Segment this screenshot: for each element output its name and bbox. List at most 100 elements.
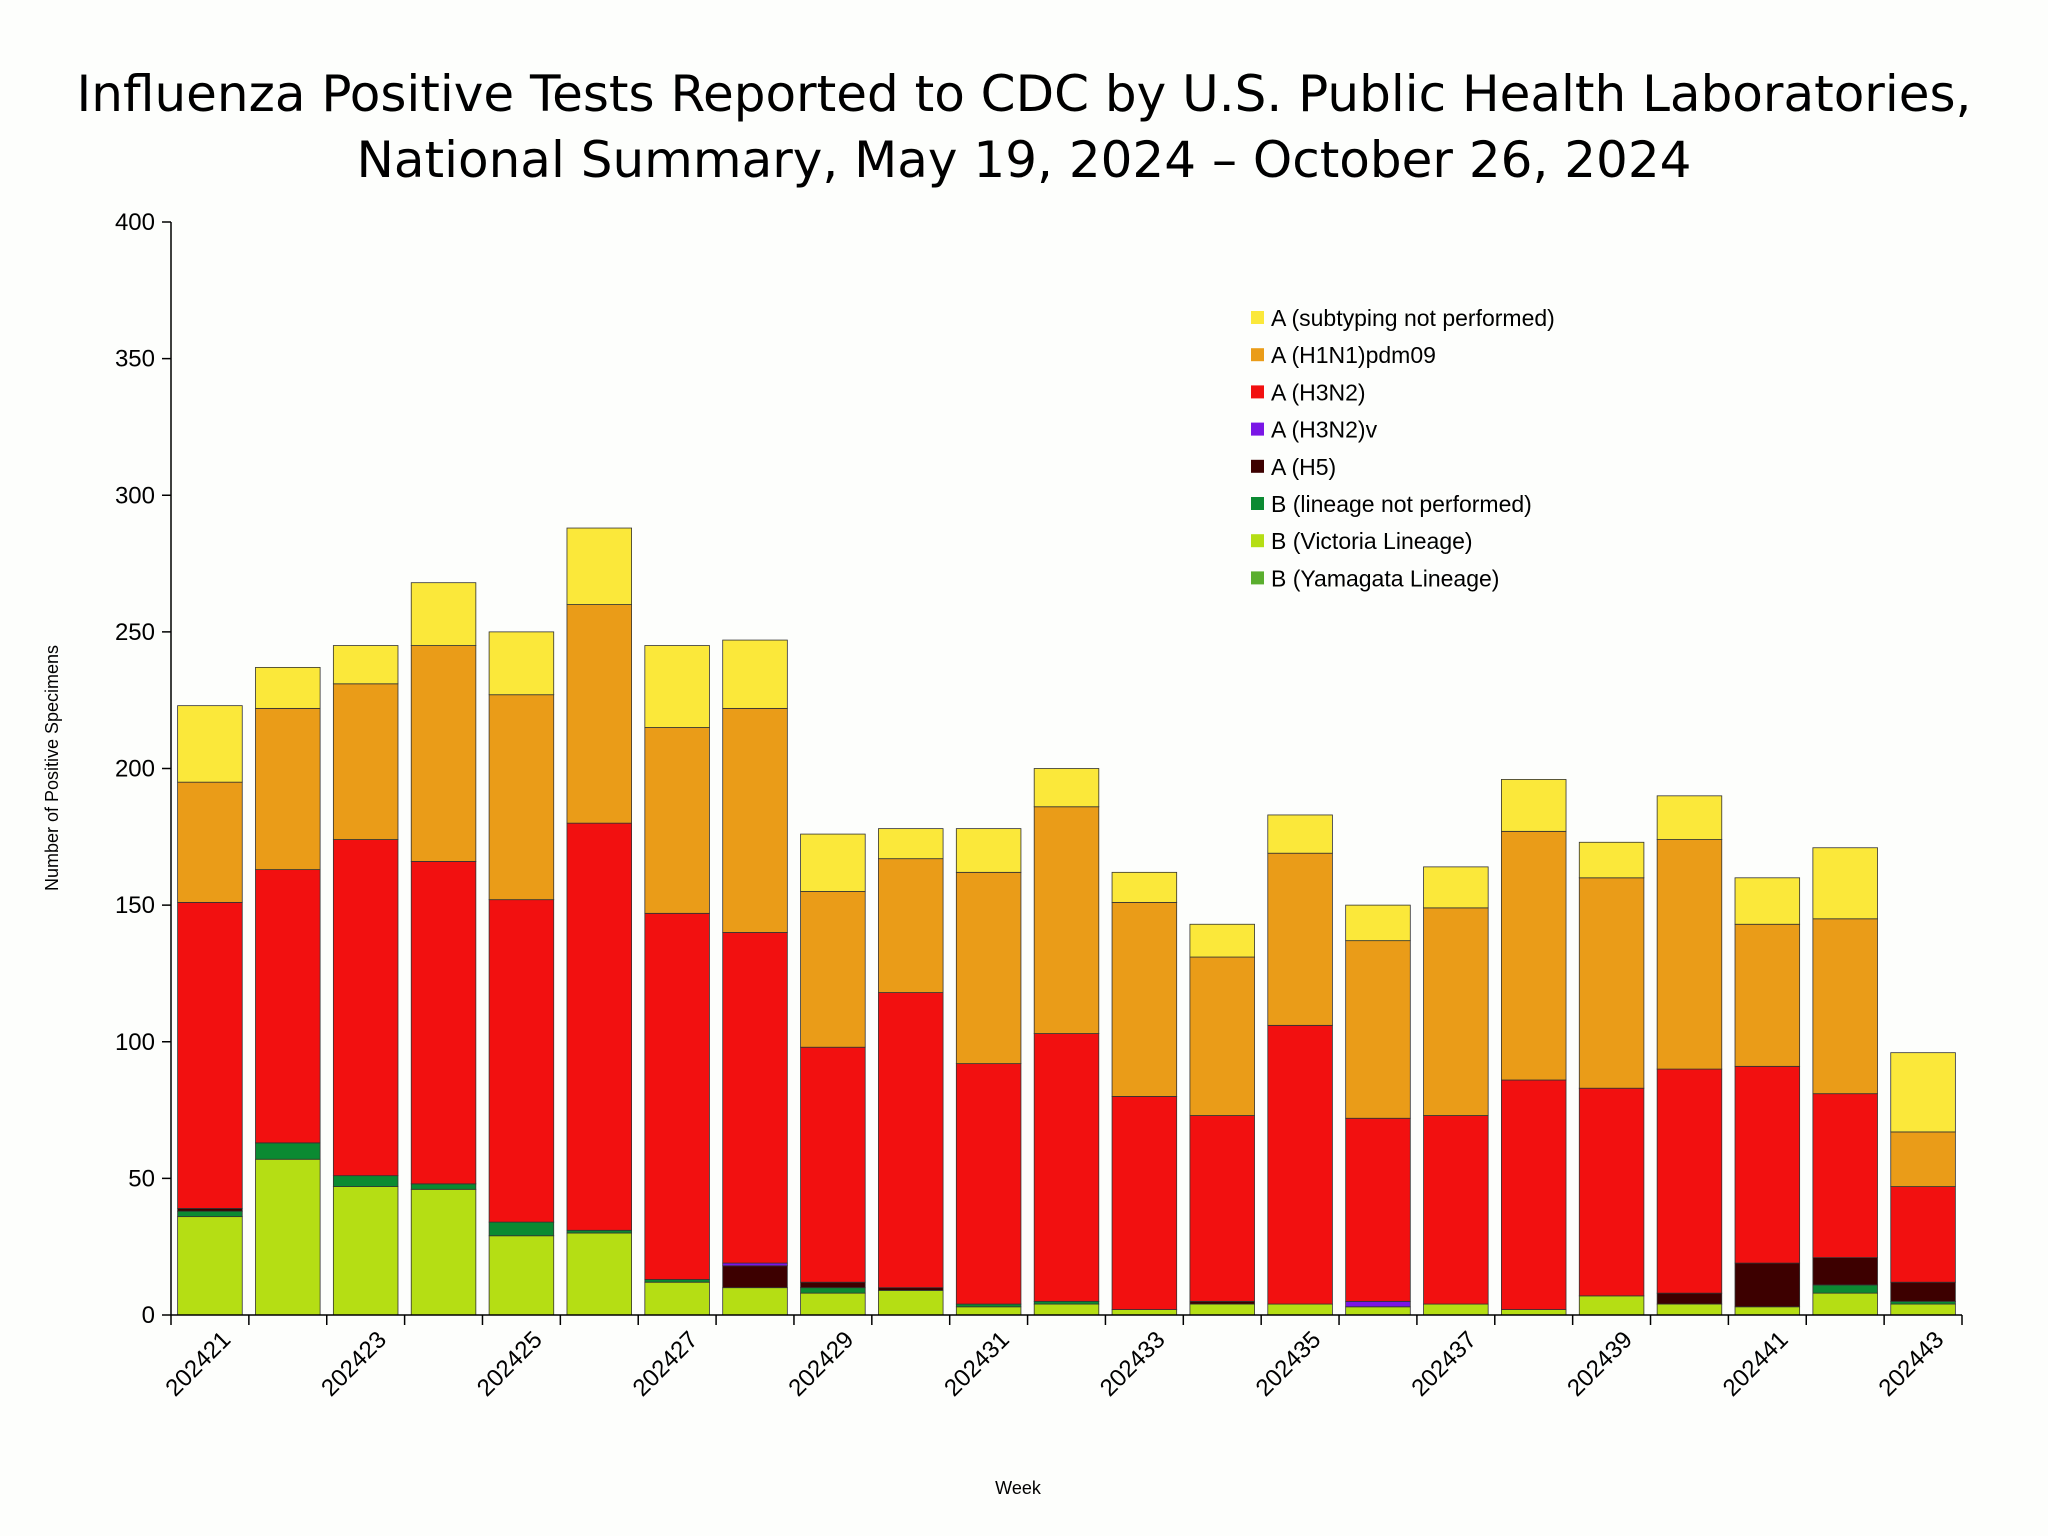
bar-segment xyxy=(800,891,866,1048)
legend-item: A (subtyping not performed) xyxy=(1251,305,1555,331)
bar-segment xyxy=(878,1287,944,1291)
bar-segment xyxy=(1345,1300,1411,1308)
bar-segment xyxy=(1734,877,1801,925)
bar-segment xyxy=(488,694,555,901)
x-axis-label: Week xyxy=(995,1478,1042,1498)
bar-segment xyxy=(488,899,555,1223)
bar-segment xyxy=(566,527,632,605)
bar-segment xyxy=(1890,1052,1956,1133)
bar-segment xyxy=(1033,1033,1100,1302)
legend-label: A (H5) xyxy=(1271,454,1336,480)
bar-segment xyxy=(255,1142,321,1160)
bar-segment xyxy=(332,1175,399,1187)
y-tick-label: 0 xyxy=(142,1302,155,1329)
bar-segment xyxy=(1267,1303,1333,1316)
bar-segment xyxy=(1890,1131,1956,1187)
legend-item: A (H3N2)v xyxy=(1251,417,1378,443)
x-tick-label: 202441 xyxy=(1718,1326,1794,1402)
bar-segment xyxy=(1501,830,1567,1081)
y-tick-label: 400 xyxy=(115,209,155,236)
bar-segment xyxy=(488,1235,555,1316)
bar-stack-202427 xyxy=(644,645,710,1316)
legend-label: B (Victoria Lineage) xyxy=(1271,528,1473,554)
bar-segment xyxy=(1033,768,1100,808)
bar-stack-202429 xyxy=(800,833,866,1316)
legend-swatch xyxy=(1251,311,1264,324)
bar-stack-202441 xyxy=(1734,877,1801,1316)
bar-segment xyxy=(1189,1115,1255,1302)
y-axis-label: Number of Positive Specimens xyxy=(42,645,62,891)
bar-segment xyxy=(955,871,1022,1065)
bar-segment xyxy=(955,1306,1022,1316)
legend-swatch xyxy=(1251,385,1264,399)
bar-segment xyxy=(177,1208,243,1212)
bar-stack-202425 xyxy=(488,631,555,1316)
bar-segment xyxy=(1501,1309,1567,1316)
x-tick-label: 202437 xyxy=(1406,1326,1482,1402)
legend-label: B (lineage not performed) xyxy=(1271,491,1532,517)
legend-label: A (subtyping not performed) xyxy=(1271,305,1555,331)
bar-segment xyxy=(1189,1303,1255,1316)
chart-title-line-2: National Summary, May 19, 2024 – October… xyxy=(356,131,1692,189)
y-tick-label: 50 xyxy=(128,1165,155,1192)
bar-segment xyxy=(955,1063,1022,1305)
bar-segment xyxy=(1890,1300,1956,1305)
bar-segment xyxy=(566,604,632,824)
y-tick-label: 150 xyxy=(115,892,155,919)
bar-stack-202438 xyxy=(1501,779,1567,1316)
x-tick-label: 202429 xyxy=(783,1326,859,1402)
bar-segment xyxy=(1812,847,1878,920)
legend-swatch xyxy=(1251,422,1264,436)
bar-segment xyxy=(1423,1115,1489,1305)
bar-stack-202440 xyxy=(1656,795,1723,1316)
x-tick-label: 202443 xyxy=(1874,1326,1950,1402)
legend-swatch xyxy=(1251,348,1264,362)
bar-segment xyxy=(177,1216,243,1316)
legend-item: B (Yamagata Lineage) xyxy=(1251,565,1499,591)
bar-segment xyxy=(800,1281,866,1289)
legend-swatch xyxy=(1251,571,1264,585)
bar-segment xyxy=(644,645,710,728)
bar-segment xyxy=(1578,1295,1645,1316)
bar-segment xyxy=(332,839,399,1177)
legend-item: A (H1N1)pdm09 xyxy=(1251,342,1436,368)
bar-segment xyxy=(1033,806,1100,1034)
bar-segment xyxy=(1423,907,1489,1116)
bar-stack-202426 xyxy=(566,527,632,1316)
bar-segment xyxy=(955,1303,1022,1308)
legend: A (subtyping not performed) A (H1N1)pdm09… xyxy=(1251,305,1555,591)
bar-segment xyxy=(1890,1186,1956,1283)
legend-label: A (H3N2)v xyxy=(1271,417,1378,443)
bar-stack-202423 xyxy=(332,645,399,1316)
bar-segment xyxy=(1111,1096,1178,1310)
bar-segment xyxy=(255,666,321,709)
bar-stack-202443 xyxy=(1890,1052,1956,1316)
bar-segment xyxy=(1812,1257,1878,1286)
bar-segment xyxy=(410,1183,477,1190)
bar-segment xyxy=(722,639,788,709)
bar-segment xyxy=(1189,1300,1255,1305)
bar-segment xyxy=(177,1210,243,1218)
bar-stack-202436 xyxy=(1345,904,1411,1316)
bar-segment xyxy=(566,822,632,1231)
legend-item: A (H5) xyxy=(1251,454,1336,480)
bar-segment xyxy=(1656,839,1723,1070)
bar-segment xyxy=(722,1262,788,1267)
bar-segment xyxy=(1890,1281,1956,1302)
bar-segment xyxy=(1423,866,1489,909)
bar-segment xyxy=(332,645,399,685)
bar-segment xyxy=(644,727,710,914)
legend-item: B (Victoria Lineage) xyxy=(1251,528,1473,554)
legend-item: A (H3N2) xyxy=(1251,379,1366,405)
bar-stack-202431 xyxy=(955,828,1022,1316)
bar-segment xyxy=(1734,1262,1801,1308)
bar-segment xyxy=(410,645,477,862)
bar-segment xyxy=(955,828,1022,873)
bar-segment xyxy=(1501,779,1567,832)
y-tick-label: 350 xyxy=(115,346,155,373)
bar-segment xyxy=(722,932,788,1264)
bar-segment xyxy=(410,861,477,1185)
bar-segment xyxy=(1734,1065,1801,1264)
bar-segment xyxy=(1267,1024,1333,1305)
bar-segment xyxy=(644,1281,710,1316)
